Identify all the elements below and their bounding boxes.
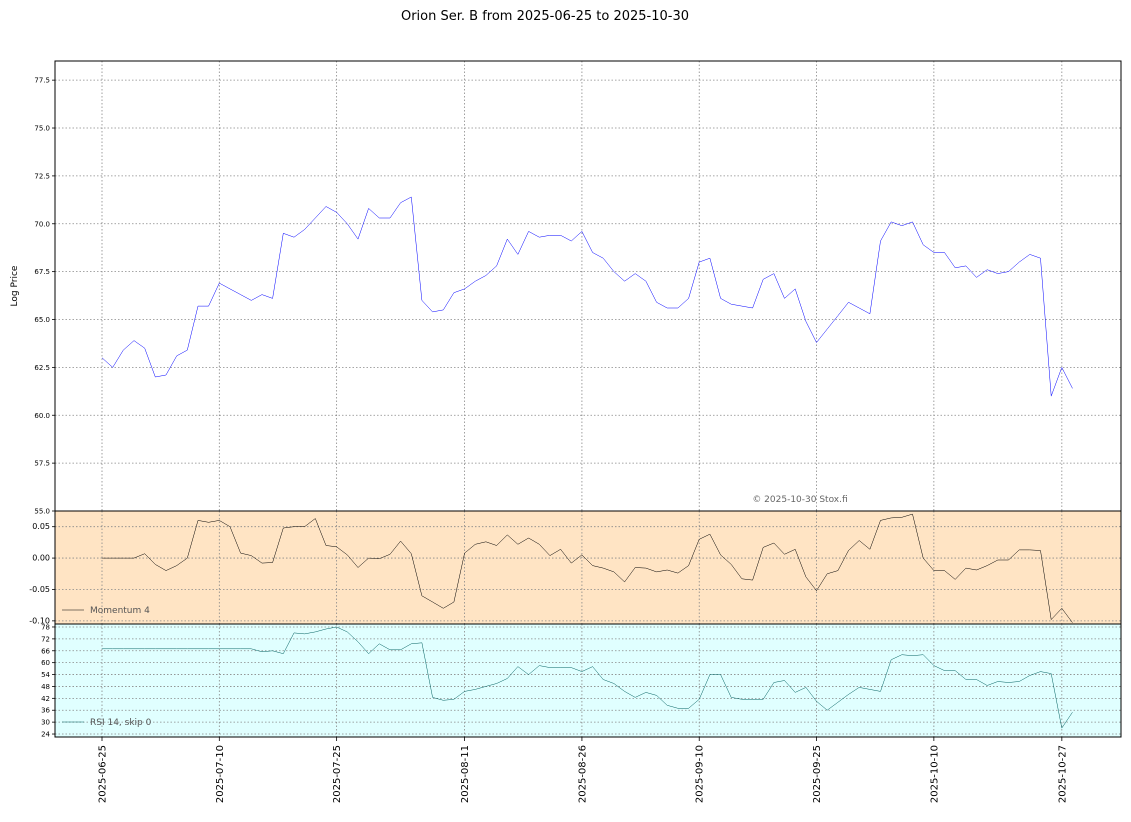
y-tick-label: 65.0 xyxy=(34,316,50,324)
price-panel-frame xyxy=(54,60,1122,512)
y-tick-label: 60 xyxy=(41,659,50,667)
date-tick-labels: 2025-06-25 2025-07-10 2025-07-25 2025-08-11… xyxy=(98,737,1068,803)
y-tick-label: 70.0 xyxy=(34,220,50,228)
y-tick-label: 30 xyxy=(41,719,50,727)
date-tick-label: 2025-08-26 xyxy=(577,745,588,803)
date-tick-label: 2025-09-10 xyxy=(695,745,706,803)
rsi-legend-label: RSI 14, skip 0 xyxy=(90,718,152,728)
rsi-panel-frame xyxy=(54,623,1122,738)
y-tick-label: 62.5 xyxy=(34,364,50,372)
price-y-axis-label: Log Price xyxy=(10,265,20,306)
y-tick-label: 78 xyxy=(41,623,50,631)
y-tick-label: 24 xyxy=(41,731,50,739)
price-y-tick-labels: 55.0 57.5 60.0 62.5 65.0 67.5 70.0 72.5 75.0 77.5 xyxy=(34,77,50,516)
y-tick-label: 60.0 xyxy=(34,412,50,420)
date-tick-label: 2025-06-25 xyxy=(98,745,109,803)
date-tick-label: 2025-07-25 xyxy=(332,745,343,803)
y-tick-label: 55.0 xyxy=(34,508,50,516)
y-tick-label: 36 xyxy=(41,707,50,715)
rsi-panel-grid xyxy=(52,624,1121,737)
copyright-watermark: © 2025-10-30 Stox.fi xyxy=(752,495,847,505)
rsi-panel-background xyxy=(55,624,1121,737)
momentum-y-tick-labels: -0.10 -0.05 0.00 0.05 xyxy=(29,522,50,625)
y-tick-label: 72 xyxy=(41,635,50,643)
y-tick-label: 0.05 xyxy=(32,522,50,531)
y-tick-label: 72.5 xyxy=(34,172,50,180)
rsi-y-tick-labels: 24 30 36 42 48 54 60 66 72 78 xyxy=(41,623,50,738)
y-tick-label: 54 xyxy=(41,671,50,679)
chart-title: Orion Ser. B from 2025-06-25 to 2025-10-… xyxy=(401,9,689,24)
momentum-legend-label: Momentum 4 xyxy=(90,606,150,616)
rsi-series-line xyxy=(102,626,1073,729)
price-series-line xyxy=(101,196,1073,397)
momentum-panel-background xyxy=(55,511,1121,624)
y-tick-label: -0.05 xyxy=(29,585,50,594)
date-tick-label: 2025-08-11 xyxy=(460,745,471,803)
momentum-series-line xyxy=(102,513,1073,623)
y-tick-label: -0.10 xyxy=(29,616,50,625)
y-tick-label: 75.0 xyxy=(34,125,50,133)
y-tick-label: 42 xyxy=(41,695,50,703)
date-tick-label: 2025-10-10 xyxy=(929,745,940,803)
y-tick-label: 77.5 xyxy=(34,77,50,85)
y-tick-label: 48 xyxy=(41,683,50,691)
date-tick-label: 2025-07-10 xyxy=(215,745,226,803)
price-panel-grid xyxy=(52,61,1121,512)
y-tick-label: 57.5 xyxy=(34,460,50,468)
date-tick-label: 2025-09-25 xyxy=(812,745,823,803)
y-tick-label: 67.5 xyxy=(34,268,50,276)
y-tick-label: 0.00 xyxy=(32,554,50,563)
momentum-panel-grid xyxy=(52,511,1121,624)
y-tick-label: 66 xyxy=(41,647,50,655)
date-tick-label: 2025-10-27 xyxy=(1057,745,1068,803)
